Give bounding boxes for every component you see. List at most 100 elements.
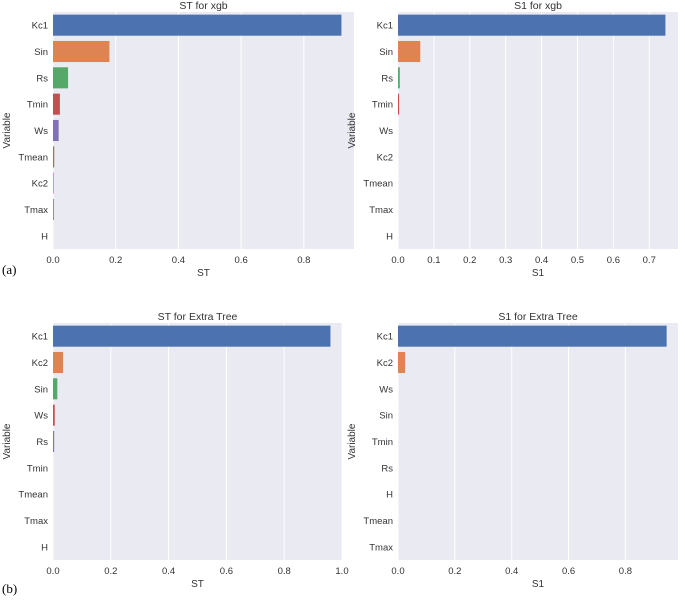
bar-sin (53, 40, 110, 63)
x-tick-label: 0.2 (109, 255, 122, 266)
bar-rs (53, 67, 69, 89)
category-label: Rs (381, 73, 393, 84)
chart-title: S1 for Extra Tree (498, 311, 578, 323)
category-label: Kc2 (377, 152, 393, 163)
category-label: Tmean (363, 179, 393, 190)
category-label: Tmax (369, 205, 393, 216)
category-label: Ws (379, 126, 393, 137)
x-tick-label: 0.4 (172, 255, 185, 266)
bar-tmean (53, 146, 55, 168)
category-label: Tmean (18, 152, 48, 163)
x-tick-label: 0.3 (499, 255, 512, 266)
category-label: Sin (379, 47, 393, 58)
category-label: Tmean (18, 490, 48, 501)
panel-label-b: (b) (2, 581, 18, 596)
bar-kc1 (53, 325, 331, 347)
chart-panel-0: Kc1 Sin Rs Tmin Ws Tmean Kc2 Tmax H 0.0 0.2 0.4 0.6 0… (2, 0, 354, 279)
x-axis-label: S1 (532, 579, 545, 590)
x-tick-label: 0.1 (427, 255, 440, 266)
panel-label-a: (a) (2, 262, 17, 277)
x-tick-label: 0.2 (463, 255, 476, 266)
category-label: H (386, 490, 393, 501)
category-label: Tmax (24, 205, 48, 216)
bar-kc1 (398, 325, 667, 347)
bar-kc2 (53, 351, 64, 374)
bar-tmax (53, 198, 54, 221)
category-label: Tmin (372, 437, 393, 448)
x-tick-label: 0.4 (535, 255, 548, 266)
chart-title: ST for Extra Tree (158, 311, 238, 323)
category-label: Ws (34, 126, 48, 137)
category-label: Rs (381, 463, 393, 474)
x-tick-label: 0.0 (391, 566, 404, 577)
category-label: Rs (36, 73, 48, 84)
category-label: Ws (379, 384, 393, 395)
category-label: Kc2 (32, 358, 48, 369)
category-label: H (41, 542, 48, 553)
chart-panel-3: Kc1 Kc2 Ws Sin Tmin Rs H Tmean Tmax 0.0 0.2 0.4 0.6 0… (347, 311, 678, 590)
category-label: Tmin (372, 100, 393, 111)
bar-ws (53, 404, 55, 426)
y-axis-label: Variable (2, 423, 13, 459)
bar-kc2 (398, 351, 406, 374)
bar-sin (53, 378, 58, 400)
category-label: Rs (36, 437, 48, 448)
x-tick-label: 0.6 (562, 566, 575, 577)
category-label: Kc2 (32, 179, 48, 190)
bar-rs (398, 67, 400, 89)
category-label: Kc1 (377, 21, 393, 32)
category-label: Sin (34, 384, 48, 395)
bar-rs (53, 430, 55, 453)
bar-kc1 (53, 14, 342, 36)
y-axis-label: Variable (347, 112, 358, 148)
x-tick-label: 1.0 (335, 566, 348, 577)
chart-title: ST for xgb (179, 0, 227, 12)
plot-area (53, 323, 342, 560)
category-label: Sin (379, 411, 393, 422)
plot-area (398, 323, 678, 560)
category-label: Kc2 (377, 358, 393, 369)
category-label: H (386, 231, 393, 242)
category-label: Tmean (363, 516, 393, 527)
x-tick-label: 0.0 (46, 566, 59, 577)
x-tick-label: 0.8 (297, 255, 310, 266)
bar-kc1 (398, 14, 666, 36)
bar-tmin (398, 93, 400, 115)
chart-panel-2: Kc1 Kc2 Sin Ws Rs Tmin Tmean Tmax H 0.0 0.2 0.4 0.6 0… (2, 311, 349, 590)
x-tick-label: 0.0 (391, 255, 404, 266)
category-label: Kc1 (32, 21, 48, 32)
x-tick-label: 0.4 (162, 566, 175, 577)
y-axis-label: Variable (2, 112, 13, 148)
category-label: Tmax (24, 516, 48, 527)
x-axis-label: ST (197, 268, 210, 279)
category-label: Tmax (369, 542, 393, 553)
x-tick-label: 0.5 (571, 255, 584, 266)
category-label: Tmin (27, 100, 48, 111)
category-label: Kc1 (377, 332, 393, 343)
x-tick-label: 0.6 (235, 255, 248, 266)
x-tick-label: 0.8 (619, 566, 632, 577)
x-tick-label: 0.6 (607, 255, 620, 266)
x-tick-label: 0.2 (104, 566, 117, 577)
bar-sin (398, 40, 421, 63)
plot-area (398, 12, 678, 249)
category-label: Tmin (27, 463, 48, 474)
category-label: H (41, 231, 48, 242)
x-axis-label: S1 (532, 268, 545, 279)
x-tick-label: 0.6 (220, 566, 233, 577)
x-axis-label: ST (191, 579, 204, 590)
category-label: Sin (34, 47, 48, 58)
bar-tmin (53, 93, 60, 115)
y-axis-label: Variable (347, 423, 358, 459)
chart-panel-1: Kc1 Sin Rs Tmin Ws Kc2 Tmean Tmax H 0.0 0.1 0.2 0.3 0… (347, 0, 678, 279)
x-tick-label: 0.2 (448, 566, 461, 577)
category-label: Kc1 (32, 332, 48, 343)
x-tick-label: 0.7 (643, 255, 656, 266)
category-label: Ws (34, 411, 48, 422)
chart-title: S1 for xgb (514, 0, 562, 12)
x-tick-label: 0.4 (505, 566, 518, 577)
x-tick-label: 0.0 (46, 255, 59, 266)
bar-ws (53, 119, 59, 142)
